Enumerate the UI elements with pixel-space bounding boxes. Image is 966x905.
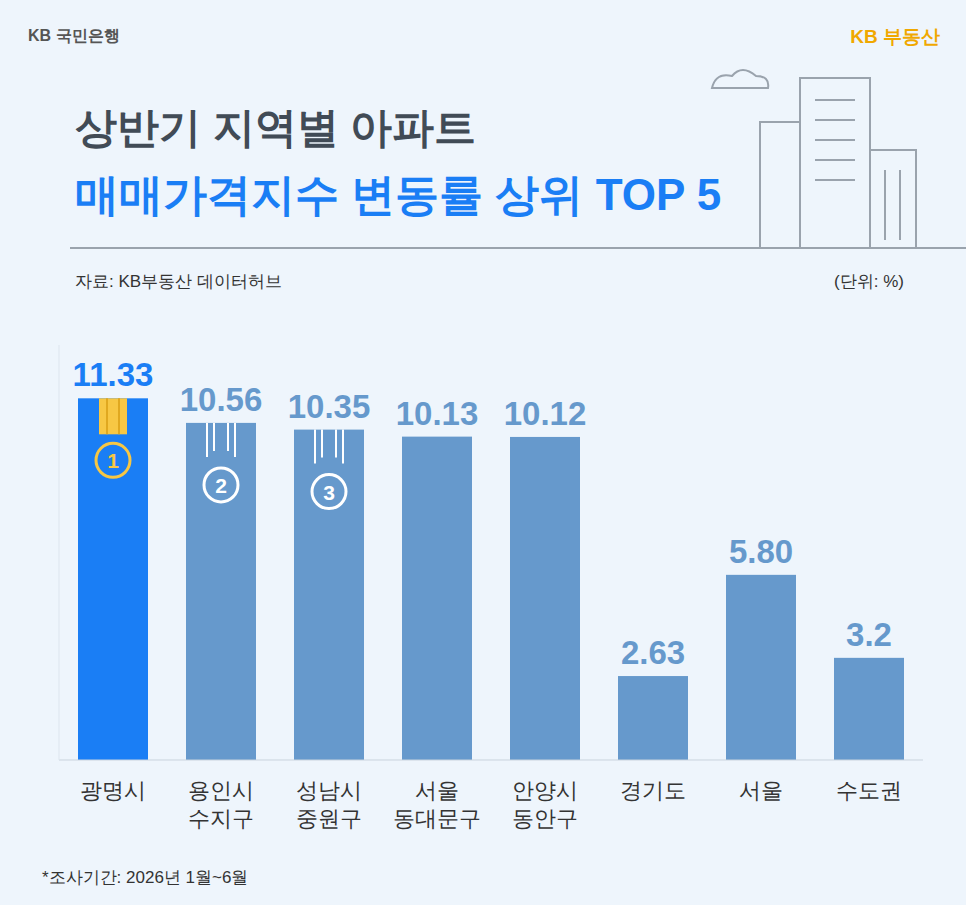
svg-text:10.35: 10.35: [288, 388, 371, 425]
html-text:*조사기간: 2026년 1월~6월: *조사기간: 2026년 1월~6월: [42, 868, 249, 887]
svg-text:성남시: 성남시: [296, 778, 362, 803]
svg-text:5.80: 5.80: [729, 533, 793, 570]
svg-text:2: 2: [215, 474, 227, 497]
svg-text:안양시: 안양시: [512, 778, 578, 803]
html-text:KB 국민은행: KB 국민은행: [28, 27, 120, 44]
svg-text:11.33: 11.33: [73, 356, 154, 393]
html-text:매매가격지수 변동률 상위 TOP 5: 매매가격지수 변동률 상위 TOP 5: [75, 170, 722, 219]
html-text:(단위: %): (단위: %): [834, 272, 904, 291]
svg-text:수지구: 수지구: [188, 806, 254, 831]
html-text:상반기 지역별 아파트: 상반기 지역별 아파트: [75, 104, 477, 151]
svg-text:용인시: 용인시: [188, 778, 254, 803]
svg-text:2.63: 2.63: [621, 634, 685, 671]
svg-text:10.12: 10.12: [504, 395, 587, 432]
svg-text:서울: 서울: [739, 778, 783, 803]
svg-text:서울: 서울: [415, 778, 459, 803]
svg-text:동안구: 동안구: [512, 806, 578, 831]
svg-text:경기도: 경기도: [620, 778, 686, 803]
svg-text:3.2: 3.2: [846, 616, 892, 653]
svg-text:10.13: 10.13: [396, 395, 479, 432]
svg-text:광명시: 광명시: [80, 778, 146, 803]
svg-text:수도권: 수도권: [836, 778, 902, 803]
svg-text:동대문구: 동대문구: [393, 806, 481, 831]
svg-text:10.56: 10.56: [180, 381, 263, 418]
html-text:KB 부동산: KB 부동산: [850, 26, 940, 47]
svg-text:중원구: 중원구: [296, 806, 362, 831]
svg-text:3: 3: [323, 481, 335, 504]
html-text:자료: KB부동산 데이터허브: 자료: KB부동산 데이터허브: [75, 272, 282, 291]
svg-text:1: 1: [107, 449, 119, 472]
